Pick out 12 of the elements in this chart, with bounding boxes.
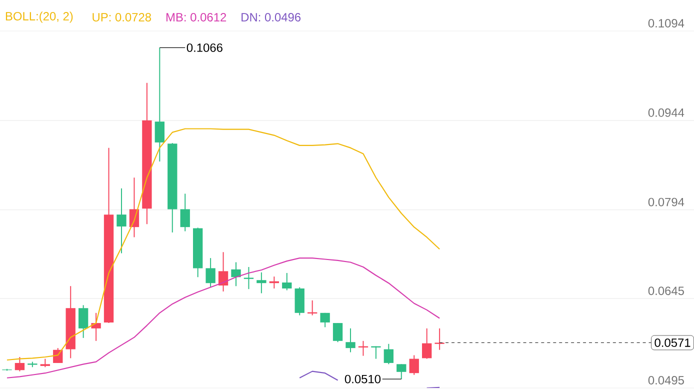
y-tick-label: 0.0495 <box>648 376 684 384</box>
text: MB: 0.0612 <box>166 13 226 22</box>
y-tick-label: 0.0794 <box>648 198 684 206</box>
text: DN: 0.0496 <box>242 13 301 22</box>
chart-title: BOLL:(20, 2) <box>6 12 73 23</box>
y-tick-label: 0.0645 <box>648 286 684 296</box>
y-tick-label: 0.0944 <box>648 108 684 117</box>
annotation: 0.0510 <box>344 374 381 384</box>
y-tick-label: 0.1094 <box>648 19 684 28</box>
text: UP: 0.0728 <box>92 13 152 22</box>
ref-line-label: 0.0571 <box>654 338 690 347</box>
annotation: 0.1066 <box>186 43 222 52</box>
